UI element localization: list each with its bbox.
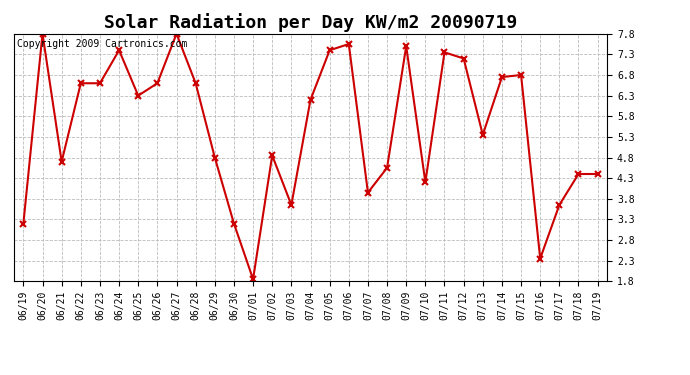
- Text: Copyright 2009 Cartronics.com: Copyright 2009 Cartronics.com: [17, 39, 187, 49]
- Title: Solar Radiation per Day KW/m2 20090719: Solar Radiation per Day KW/m2 20090719: [104, 13, 517, 32]
